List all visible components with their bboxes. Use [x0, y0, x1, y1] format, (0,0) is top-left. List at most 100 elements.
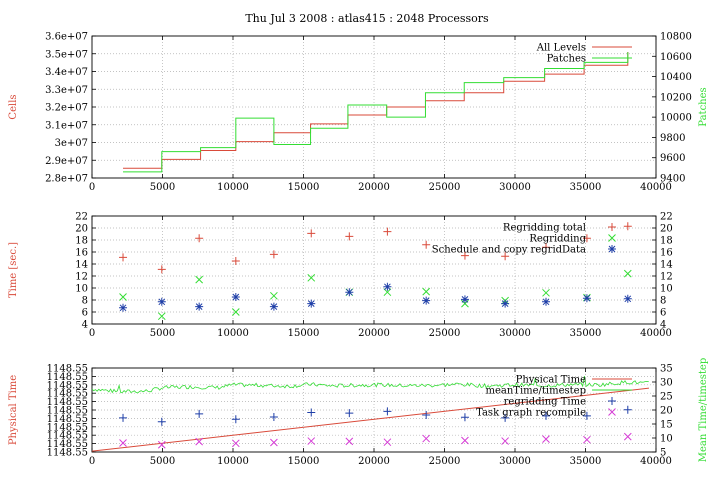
legend-label: regridding Time: [504, 397, 586, 408]
legend-marker: [608, 397, 616, 405]
y-axis-label: Time [sec.]: [8, 242, 19, 298]
y-tick-label: 6: [82, 308, 88, 319]
y-tick-label: 1148.55: [47, 380, 88, 391]
y-tick-label: 1148.55: [47, 414, 88, 425]
data-point: [542, 435, 550, 443]
data-point: [583, 435, 591, 444]
data-point: [307, 408, 316, 417]
data-point: [231, 257, 240, 265]
x-tick-label: 40000: [640, 328, 672, 339]
y-tick-label: 1148.55: [47, 397, 88, 408]
plot-frame: [91, 367, 657, 453]
y2-tick-label: 25: [660, 392, 673, 403]
y-tick-label: 1148.55: [47, 406, 88, 417]
y2-tick-label: 12: [660, 272, 673, 283]
data-point: [383, 227, 392, 236]
data-point: [119, 303, 128, 312]
y-tick-label: 2.8e+07: [45, 174, 88, 185]
x-tick-label: 15000: [288, 182, 320, 193]
data-point: [460, 413, 469, 422]
y2-tick-label: 9800: [660, 133, 685, 144]
data-point: [270, 438, 278, 447]
y2-tick-label: 16: [660, 248, 673, 259]
series-patches: [123, 52, 629, 173]
data-point: [623, 432, 632, 441]
y2-tick-label: 10200: [660, 92, 692, 103]
y2-tick-label: 20: [660, 406, 673, 417]
chart-title: Thu Jul 3 2008 : atlas415 : 2048 Process…: [245, 12, 489, 25]
data-point: [195, 437, 204, 446]
x-tick-label: 10000: [217, 456, 249, 467]
y-tick-label: 1148.55: [47, 422, 88, 433]
x-tick-label: 0: [89, 456, 95, 467]
x-tick-label: 35000: [570, 328, 602, 339]
data-point: [542, 243, 551, 252]
x-tick-label: 25000: [429, 182, 461, 193]
data-point: [195, 275, 204, 284]
y2-tick-label: 10: [660, 434, 673, 445]
legend: Physical TimemeanTime/timestepregridding…: [476, 375, 632, 419]
data-point: [307, 273, 316, 282]
data-point: [582, 234, 591, 243]
legend-marker: [608, 223, 616, 231]
data-point: [501, 437, 509, 445]
data-point: [307, 437, 316, 445]
x-tick-label: 30000: [499, 456, 531, 467]
x-tick-label: 30000: [499, 328, 531, 339]
data-point: [345, 437, 354, 446]
series-schedule-and-copy-regriddata: [119, 282, 632, 312]
y2-tick-label: 4: [660, 320, 666, 331]
data-point: [460, 295, 469, 304]
x-tick-label: 30000: [499, 182, 531, 193]
data-point: [119, 253, 128, 262]
plot-frame: [91, 35, 657, 179]
x-tick-label: 25000: [429, 456, 461, 467]
y2-tick-label: 14: [660, 260, 673, 271]
data-point: [119, 439, 127, 447]
y-tick-label: 3.1e+07: [45, 120, 88, 131]
y2-axis-label: Mean Time/timestep: [698, 358, 709, 462]
data-point: [422, 287, 431, 296]
y2-axis-label: Patches: [698, 87, 709, 126]
series-physical-time: [91, 387, 650, 452]
y-tick-label: 3e+07: [55, 138, 88, 149]
data-point: [501, 299, 510, 308]
data-point: [582, 411, 591, 420]
y2-tick-label: 10000: [660, 113, 692, 124]
legend-label: Physical Time: [516, 375, 586, 386]
data-point: [195, 302, 204, 311]
legend-label: Regridding total: [503, 223, 586, 234]
data-point: [623, 222, 632, 231]
y-tick-label: 2.9e+07: [45, 156, 88, 167]
y2-tick-label: 10400: [660, 72, 692, 83]
y-tick-label: 3.5e+07: [45, 49, 88, 60]
y-tick-label: 3.4e+07: [45, 67, 88, 78]
y2-tick-label: 10800: [660, 32, 692, 43]
data-point: [269, 250, 278, 259]
x-tick-label: 0: [89, 328, 95, 339]
chart-panel-2: 0 5000 10000 15000 20000 25000 30000 35000 40000…: [8, 212, 673, 340]
y-tick-label: 8: [82, 296, 88, 307]
legend-label: All Levels: [536, 43, 586, 54]
y2-tick-label: 30: [660, 378, 673, 389]
plot-frame: [91, 215, 657, 325]
data-point: [623, 294, 632, 303]
x-tick-label: 20000: [358, 456, 390, 467]
x-tick-label: 25000: [429, 328, 461, 339]
x-tick-label: 0: [89, 182, 95, 193]
x-tick-label: 40000: [640, 182, 672, 193]
data-point: [623, 269, 632, 278]
series-task-graph-recompile: [119, 432, 632, 449]
legend-marker: [608, 408, 616, 416]
data-point: [195, 234, 204, 243]
data-point: [422, 434, 431, 443]
data-point: [231, 293, 240, 301]
y-axis-label: Physical Time: [8, 375, 19, 445]
y-tick-label: 20: [75, 224, 88, 235]
y2-tick-label: 18: [660, 236, 673, 247]
data-point: [345, 288, 354, 297]
legend-label: Patches: [547, 54, 586, 65]
y-tick-label: 1148.55: [47, 431, 88, 442]
